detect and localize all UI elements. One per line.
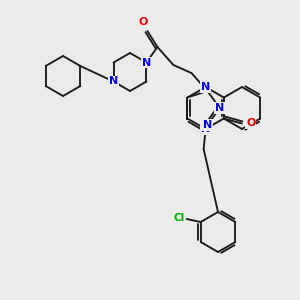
Text: N: N <box>215 103 224 113</box>
Text: N: N <box>201 124 210 134</box>
Text: O: O <box>139 17 148 27</box>
Text: N: N <box>142 58 151 68</box>
Text: N: N <box>109 76 118 86</box>
Text: Cl: Cl <box>173 213 184 223</box>
Text: N: N <box>201 82 210 92</box>
Text: O: O <box>246 118 256 128</box>
Text: N: N <box>203 120 212 130</box>
